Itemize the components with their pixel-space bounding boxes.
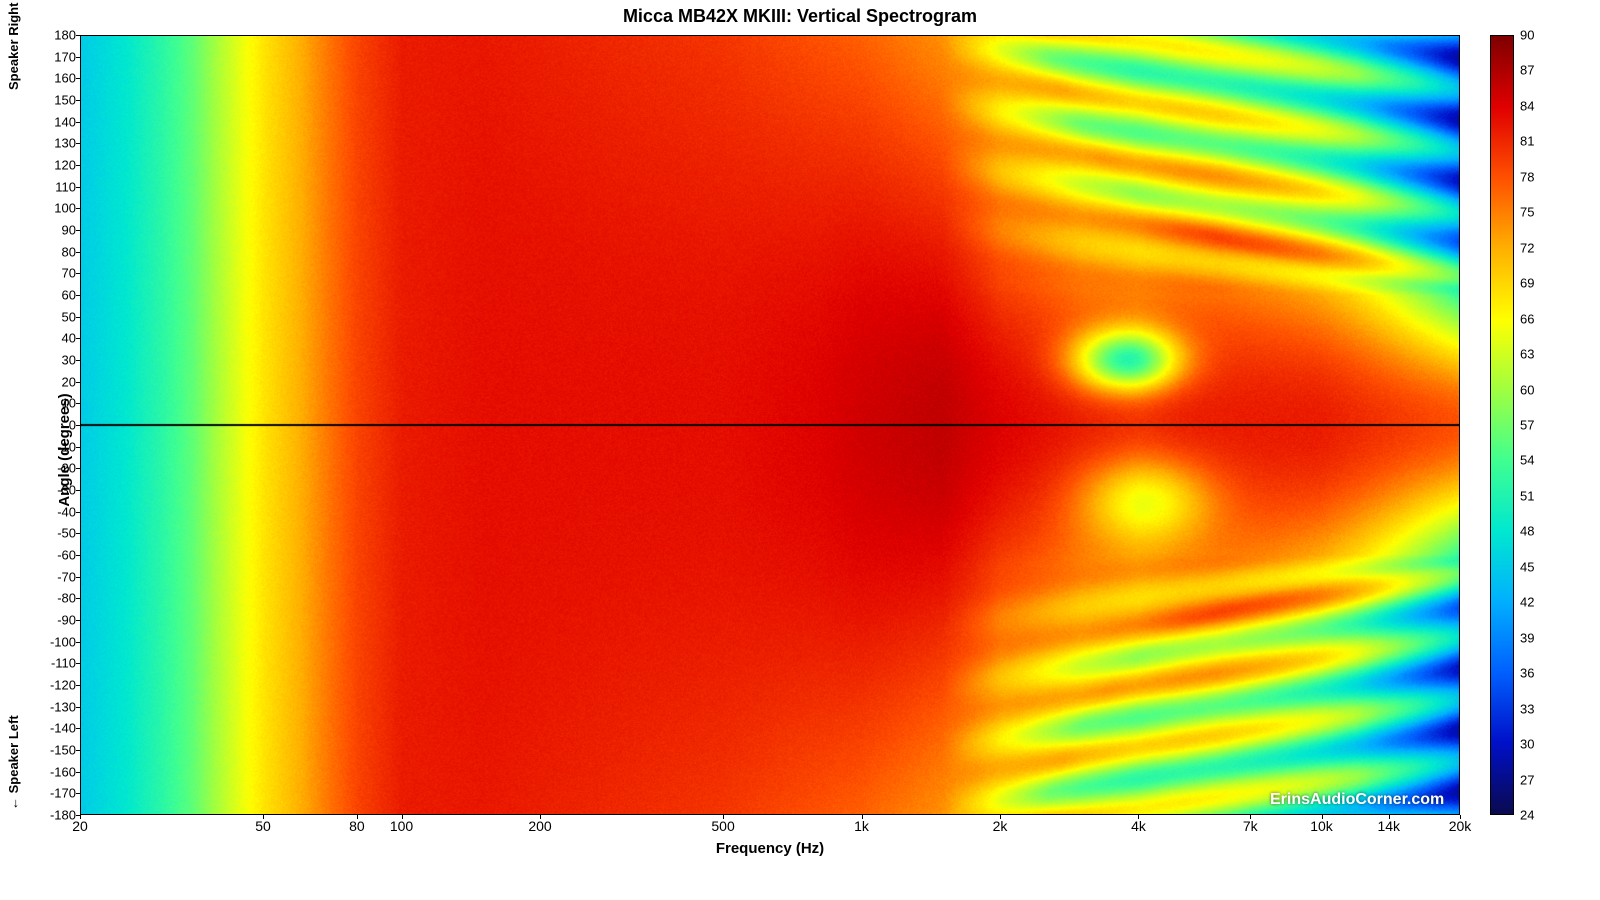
colorbar-tick-label: 57 bbox=[1520, 418, 1534, 433]
y-axis-label-bottom: ← Speaker Left bbox=[6, 715, 21, 810]
colorbar bbox=[1490, 35, 1514, 815]
y-tick-label: -130 bbox=[36, 699, 76, 714]
y-tick-label: -150 bbox=[36, 743, 76, 758]
x-tick-label: 7k bbox=[1243, 818, 1258, 834]
x-tick-label: 100 bbox=[390, 818, 413, 834]
colorbar-canvas bbox=[1491, 36, 1513, 814]
y-tick-label: -160 bbox=[36, 764, 76, 779]
x-tick-label: 80 bbox=[349, 818, 365, 834]
colorbar-tick-label: 33 bbox=[1520, 701, 1534, 716]
x-tick-label: 200 bbox=[528, 818, 551, 834]
y-tick-label: -50 bbox=[36, 526, 76, 541]
colorbar-tick-label: 60 bbox=[1520, 382, 1534, 397]
colorbar-tick-label: 69 bbox=[1520, 276, 1534, 291]
colorbar-tick-label: 75 bbox=[1520, 205, 1534, 220]
y-tick-label: 140 bbox=[36, 114, 76, 129]
y-tick-label: -180 bbox=[36, 808, 76, 823]
x-tick-label: 14k bbox=[1377, 818, 1400, 834]
watermark-text: ErinsAudioCorner.com bbox=[1270, 791, 1444, 809]
colorbar-tick-label: 78 bbox=[1520, 169, 1534, 184]
colorbar-tick-label: 90 bbox=[1520, 28, 1534, 43]
colorbar-tick-label: 54 bbox=[1520, 453, 1534, 468]
colorbar-tick-label: 48 bbox=[1520, 524, 1534, 539]
y-tick-label: -70 bbox=[36, 569, 76, 584]
heatmap-plot-area bbox=[80, 35, 1460, 815]
x-tick-label: 10k bbox=[1310, 818, 1333, 834]
colorbar-tick-label: 24 bbox=[1520, 808, 1534, 823]
y-tick-label: 50 bbox=[36, 309, 76, 324]
x-tick-label: 20k bbox=[1449, 818, 1472, 834]
colorbar-tick-label: 84 bbox=[1520, 98, 1534, 113]
colorbar-tick-label: 42 bbox=[1520, 595, 1534, 610]
colorbar-tick-label: 66 bbox=[1520, 311, 1534, 326]
y-tick-label: 60 bbox=[36, 288, 76, 303]
y-tick-label: -120 bbox=[36, 678, 76, 693]
chart-container: Micca MB42X MKIII: Vertical Spectrogram … bbox=[0, 0, 1600, 900]
y-tick-label: 90 bbox=[36, 223, 76, 238]
y-tick-label: 180 bbox=[36, 28, 76, 43]
y-tick-label: 160 bbox=[36, 71, 76, 86]
y-tick-label: 70 bbox=[36, 266, 76, 281]
x-tick-label: 500 bbox=[711, 818, 734, 834]
colorbar-tick-label: 45 bbox=[1520, 559, 1534, 574]
colorbar-tick-label: 81 bbox=[1520, 134, 1534, 149]
y-tick-label: 130 bbox=[36, 136, 76, 151]
x-tick-label: 2k bbox=[993, 818, 1008, 834]
y-tick-label: 20 bbox=[36, 374, 76, 389]
y-axis-label-top: Speaker Right → bbox=[6, 0, 21, 90]
y-tick-label: -140 bbox=[36, 721, 76, 736]
y-tick-label: -100 bbox=[36, 634, 76, 649]
colorbar-tick-label: 27 bbox=[1520, 772, 1534, 787]
y-tick-label: 30 bbox=[36, 353, 76, 368]
x-tick-label: 50 bbox=[255, 818, 271, 834]
y-axis-label: Angle (degrees) bbox=[56, 393, 73, 506]
chart-title: Micca MB42X MKIII: Vertical Spectrogram bbox=[0, 6, 1600, 27]
y-tick-label: -90 bbox=[36, 613, 76, 628]
x-tick-label: 20 bbox=[72, 818, 88, 834]
y-tick-label: 80 bbox=[36, 244, 76, 259]
colorbar-tick-label: 72 bbox=[1520, 240, 1534, 255]
y-tick-label: 110 bbox=[36, 179, 76, 194]
colorbar-tick-label: 63 bbox=[1520, 347, 1534, 362]
y-tick-label: -110 bbox=[36, 656, 76, 671]
heatmap-canvas bbox=[81, 36, 1459, 814]
y-tick-label: -80 bbox=[36, 591, 76, 606]
y-tick-label: 170 bbox=[36, 49, 76, 64]
y-tick-label: -60 bbox=[36, 548, 76, 563]
y-tick-label: 40 bbox=[36, 331, 76, 346]
x-tick-label: 4k bbox=[1131, 818, 1146, 834]
x-axis-label: Frequency (Hz) bbox=[0, 840, 1540, 857]
y-tick-label: -170 bbox=[36, 786, 76, 801]
colorbar-tick-label: 30 bbox=[1520, 737, 1534, 752]
colorbar-tick-label: 51 bbox=[1520, 488, 1534, 503]
colorbar-tick-label: 39 bbox=[1520, 630, 1534, 645]
colorbar-tick-label: 87 bbox=[1520, 63, 1534, 78]
y-tick-label: 120 bbox=[36, 158, 76, 173]
y-tick-label: 150 bbox=[36, 93, 76, 108]
x-tick-label: 1k bbox=[854, 818, 869, 834]
colorbar-tick-label: 36 bbox=[1520, 666, 1534, 681]
y-tick-label: 100 bbox=[36, 201, 76, 216]
